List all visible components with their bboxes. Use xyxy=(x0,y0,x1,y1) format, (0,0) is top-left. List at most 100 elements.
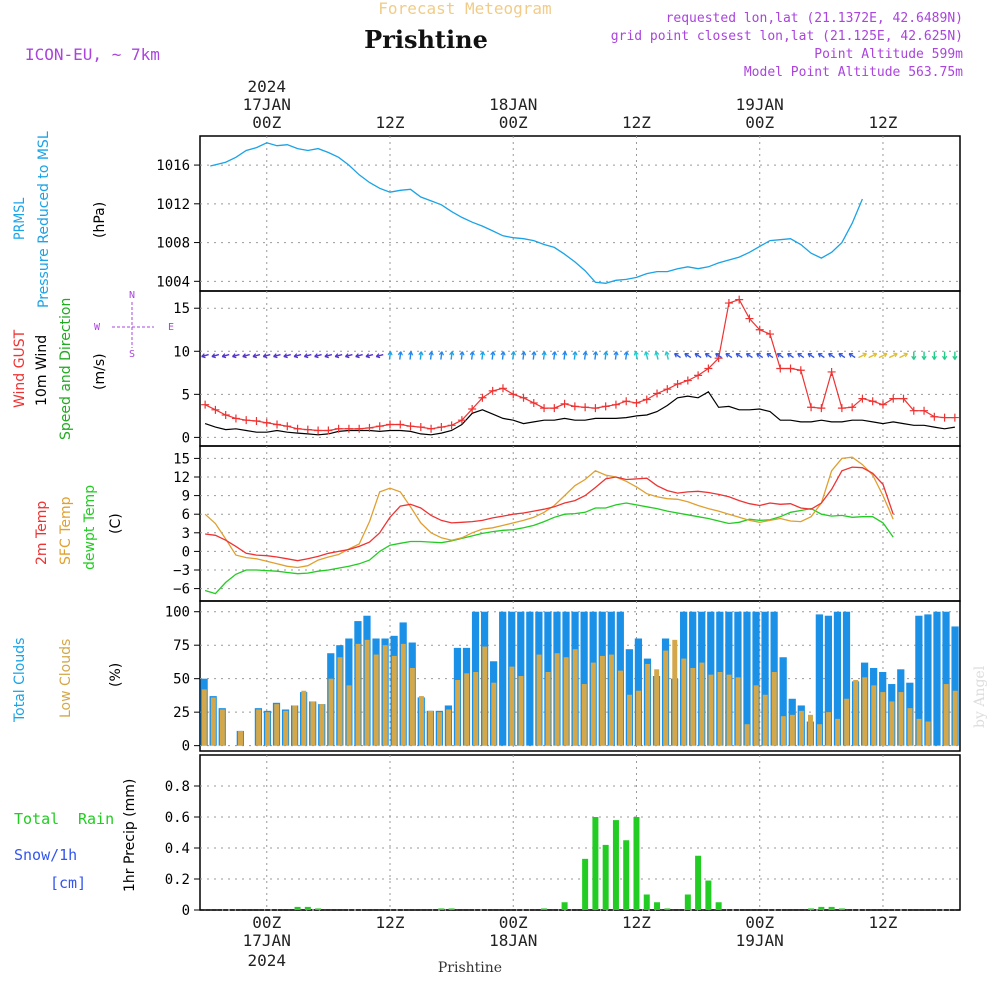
gust-point xyxy=(704,364,713,373)
low-clouds-bar xyxy=(355,643,361,746)
gust-point xyxy=(273,420,282,429)
low-clouds-bar xyxy=(437,712,443,746)
wind-arrow-head xyxy=(872,352,878,358)
top-time-label: 12Z xyxy=(622,113,651,132)
low-clouds-bar xyxy=(952,690,958,746)
wind-arrow-head xyxy=(232,353,237,359)
top-time-label: 12Z xyxy=(376,113,405,132)
low-clouds-bar xyxy=(708,674,714,746)
temp-unit: (C) xyxy=(108,513,124,534)
rain-bar xyxy=(315,908,322,910)
precip-panel-frame xyxy=(199,754,961,911)
low-clouds-bar xyxy=(627,694,633,746)
wind-arrow-head xyxy=(797,352,802,358)
wind-direction-arrow xyxy=(715,353,723,359)
gust-point xyxy=(611,400,620,409)
low-clouds-bar xyxy=(265,712,271,746)
wind-arrow-head xyxy=(344,353,350,359)
gust-point xyxy=(796,366,805,375)
wind-arrow-head xyxy=(786,352,792,358)
wind-label-gust: Wind GUST xyxy=(12,329,28,408)
wind-arrow-head xyxy=(510,351,516,356)
gust-point xyxy=(488,386,497,395)
gridlines xyxy=(194,136,960,911)
sfc-temp-line xyxy=(204,456,894,569)
low-clouds-bar xyxy=(572,649,578,746)
bottom-time-label: 12Z xyxy=(869,913,898,932)
wind-arrow-head xyxy=(221,353,227,359)
wind-arrow-head xyxy=(303,353,309,359)
gust-point xyxy=(591,404,600,413)
closest-coords: grid point closest lon,lat (21.125E, 42.… xyxy=(611,29,963,44)
y-tick-label: 9 xyxy=(182,489,190,505)
y-tick-label: 10 xyxy=(173,344,190,360)
wind-arrow-head xyxy=(664,351,670,356)
low-clouds-bar xyxy=(681,658,687,746)
low-clouds-bar xyxy=(608,654,614,746)
wind-arrow-head xyxy=(418,351,424,356)
temp-label-sfc: SFC Temp xyxy=(58,496,74,565)
wind-direction-arrow xyxy=(858,352,867,359)
precip-label-total: Total xyxy=(14,810,59,828)
y-tick-label: 3 xyxy=(182,526,190,542)
low-clouds-bar xyxy=(690,667,696,746)
compass-e: E xyxy=(168,322,174,333)
total-clouds-bar xyxy=(824,615,833,746)
wind-direction-arrow xyxy=(221,353,230,358)
gust-point xyxy=(745,314,754,323)
wind-direction-arrow xyxy=(694,353,702,359)
gust-point xyxy=(848,403,857,412)
low-clouds-bar xyxy=(238,730,243,746)
dewpoint-line xyxy=(204,502,894,595)
low-clouds-bar xyxy=(726,674,732,746)
gust-point xyxy=(211,405,220,414)
wind-arrow-head xyxy=(469,351,475,356)
gust-point xyxy=(314,426,323,435)
gust-point xyxy=(909,406,918,415)
rain-bar xyxy=(612,820,619,910)
low-clouds-bar xyxy=(554,653,560,746)
wind-arrow-head xyxy=(942,355,948,360)
wind-arrow-head xyxy=(273,353,278,359)
wind-arrow-head xyxy=(365,353,370,359)
clouds-label-total: Total Clouds xyxy=(12,638,28,723)
low-clouds-bar xyxy=(762,694,768,746)
wind-arrow-head xyxy=(375,353,381,359)
gust-point xyxy=(324,426,333,435)
low-clouds-bar xyxy=(491,682,497,746)
wind-direction-arrow xyxy=(481,351,484,360)
wind-direction-arrow xyxy=(542,351,546,360)
total-clouds-bar xyxy=(580,611,588,746)
bottom-date-label: 18JAN xyxy=(489,931,537,950)
wind-arrow-head xyxy=(408,351,414,356)
total-clouds-bar xyxy=(526,611,534,746)
low-clouds-bar xyxy=(509,666,515,746)
total-clouds-bar xyxy=(779,657,787,746)
low-clouds-bar xyxy=(844,698,850,746)
wind-arrow-head xyxy=(911,355,917,360)
y-tick-label: 1012 xyxy=(156,197,190,213)
gust-point xyxy=(786,364,795,373)
low-clouds-bar xyxy=(464,673,470,746)
wind-direction-arrow xyxy=(501,351,505,360)
wind-arrow-head xyxy=(490,351,496,356)
wind-direction-arrow xyxy=(766,353,774,359)
wind-arrow-head xyxy=(262,353,268,359)
wind-direction-arrow xyxy=(491,351,494,360)
wind-arrow-head xyxy=(862,352,867,358)
y-tick-label: 0 xyxy=(182,739,190,755)
wind-direction-arrow xyxy=(807,353,815,359)
wind-arrow-head xyxy=(201,353,206,359)
gust-point xyxy=(519,393,528,402)
top-time-label: 00Z xyxy=(499,113,528,132)
gust-point xyxy=(776,364,785,373)
total-clouds-bar xyxy=(933,611,941,746)
total-clouds-bar xyxy=(761,611,769,746)
wind-direction-arrow xyxy=(888,352,898,359)
rain-bar xyxy=(304,906,311,910)
pressure-line xyxy=(210,142,863,284)
bottom-date-label: 19JAN xyxy=(736,931,784,950)
wind-arrow-head xyxy=(903,352,909,358)
y-tick-label: 5 xyxy=(182,387,190,403)
